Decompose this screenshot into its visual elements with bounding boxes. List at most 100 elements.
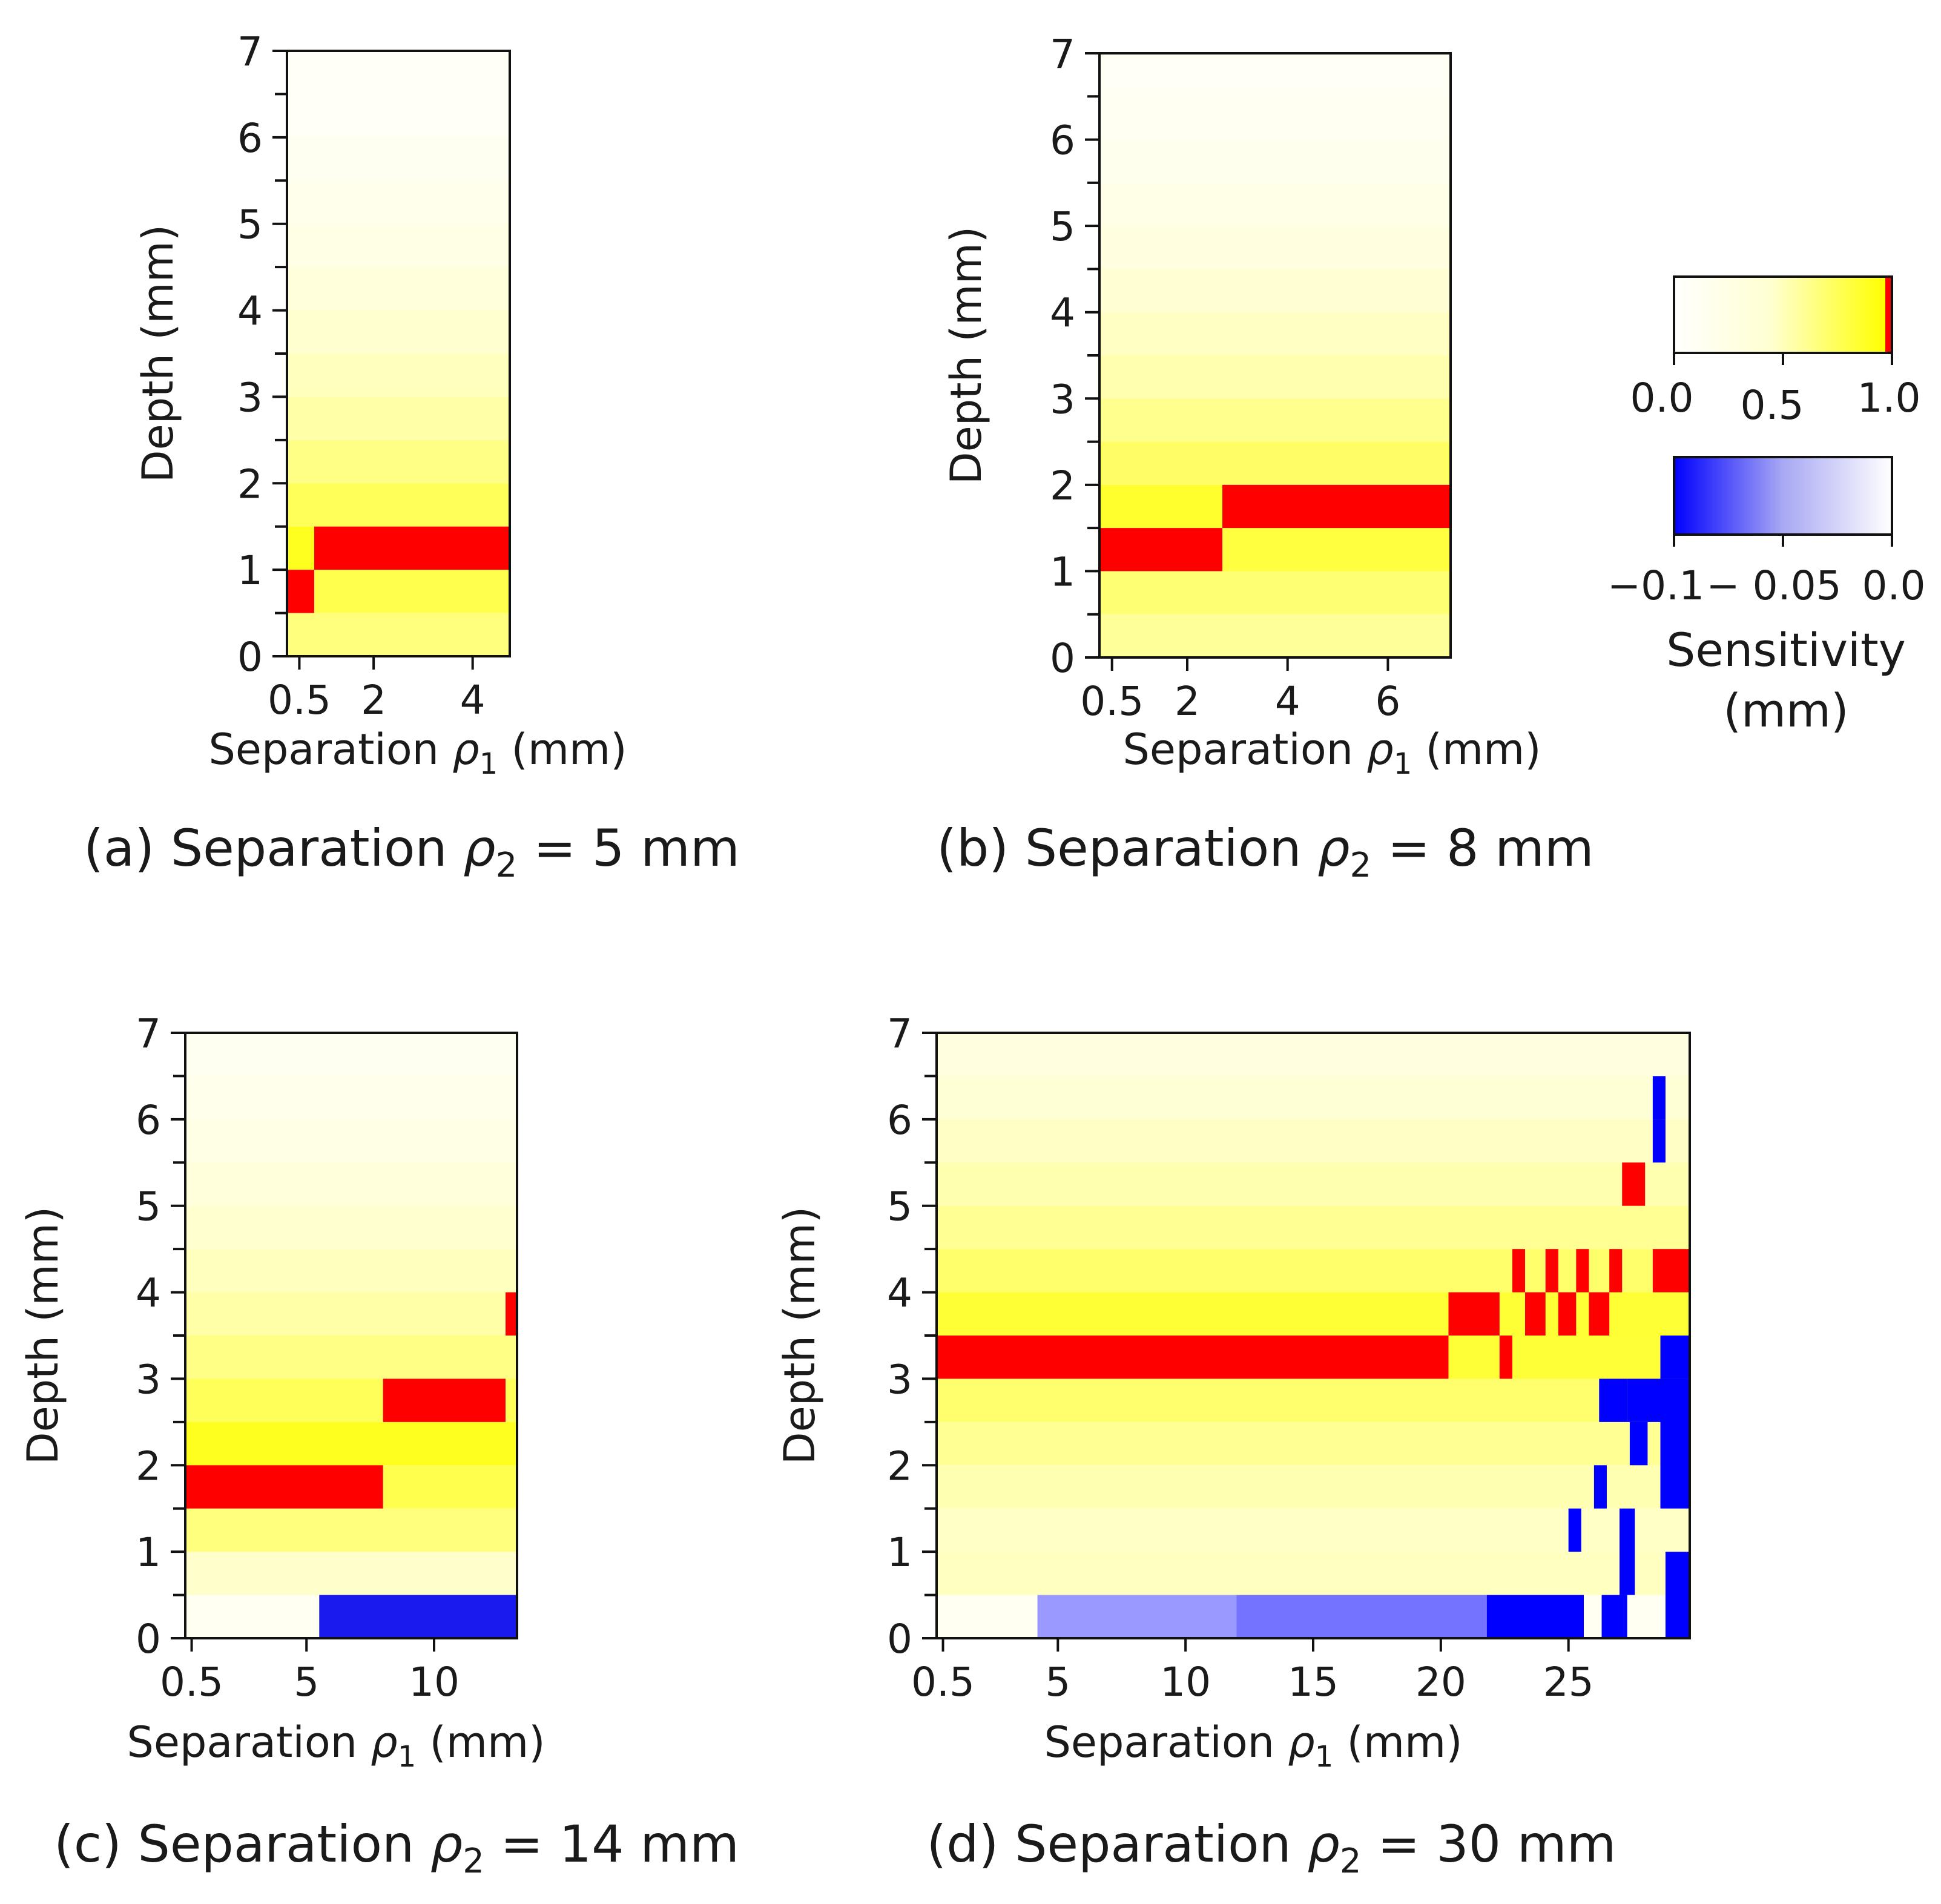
peak-cell [1099,528,1222,572]
y-tick-label: 0 [887,1616,912,1662]
x-tick-label: 10 [1160,1659,1211,1705]
x-tick-label: 10 [409,1659,460,1705]
negative-cell [1627,1379,1690,1422]
peak-cell [1545,1249,1558,1293]
heatmap-row [1099,53,1451,97]
negative-cell [1486,1595,1584,1638]
y-tick-label: 2 [237,461,263,507]
colorbar-title: Sensitivity [1666,623,1906,677]
heatmap-row [1099,355,1451,399]
y-tick-label: 5 [887,1184,912,1230]
heatmap-row [287,94,510,137]
x-tick-label: 20 [1415,1659,1466,1705]
heatmap-row [185,1162,517,1206]
colorbar-negative-tick-label: −0.1 [1607,562,1704,609]
x-tick-label: 2 [361,677,386,723]
panel-c: 0 1 2 3 4 5 6 7 0.5 5 10 Separation ρ1 (mm) Depth (m… [18,1010,739,1881]
heatmap-row [1099,398,1451,442]
heatmap-row [1099,441,1451,485]
y-tick-label: 7 [1050,31,1075,77]
y-tick-label: 2 [136,1443,161,1489]
heatmap-row [1099,139,1451,183]
y-tick-label: 7 [136,1010,161,1057]
y-axis-label: Depth (mm) [18,1207,68,1464]
colorbar-negative [1673,456,1893,536]
negative-cell [319,1595,517,1638]
heatmap-row [185,1033,517,1076]
heatmap-row [1099,96,1451,140]
heatmap-row [287,310,510,354]
heatmap-row [1099,312,1451,355]
negative-cell [1629,1421,1648,1466]
peak-cell [1622,1162,1646,1206]
heatmap-row [287,397,510,440]
y-tick-label: 4 [1050,290,1075,337]
heatmap-row [185,1249,517,1293]
negative-cell [1236,1595,1487,1638]
y-tick-label: 3 [1050,376,1075,423]
y-tick-label: 7 [237,28,263,75]
heatmap-row [937,1379,1690,1422]
heatmap-row [185,1336,517,1379]
peak-cell [383,1379,506,1422]
heatmap-row [185,1421,517,1466]
peak-cell [1525,1292,1546,1336]
peak-cell [1448,1292,1500,1336]
colorbar-positive-tick-label: 1.0 [1857,375,1921,421]
y-tick-label: 2 [887,1443,912,1489]
negative-cell [1601,1595,1627,1638]
y-tick-label: 7 [887,1010,912,1057]
y-tick-label: 6 [136,1097,161,1144]
x-axis-label: Separation ρ1 (mm) [1044,1718,1462,1774]
heatmap-row [1099,614,1451,657]
y-tick-label: 5 [1050,203,1075,250]
heatmap-row [937,1249,1690,1293]
colorbar-positive-tick-label: 0.5 [1741,382,1804,429]
peak-cell [287,570,314,613]
heatmap-row [937,1508,1690,1552]
heatmap-row [287,354,510,397]
peak-cell [1589,1292,1610,1336]
panel-caption: (d) Separation ρ2 = 30 mm [927,1814,1616,1881]
y-tick-label: 2 [1050,463,1075,509]
heatmap-row [937,1292,1690,1336]
heatmap-row [937,1076,1690,1119]
heatmap-row [287,570,510,613]
heatmap-row [185,1508,517,1552]
colorbar-positive [1673,275,1893,354]
x-axis-label: Separation ρ1 (mm) [127,1718,545,1774]
y-tick-label: 3 [237,374,263,421]
x-tick-label: 4 [1275,678,1300,725]
y-axis-label: Depth (mm) [941,226,991,484]
heatmap-row [287,223,510,268]
heatmap-row [287,180,510,224]
x-tick-label: 5 [1045,1659,1070,1705]
heatmap-row [937,1552,1690,1595]
y-tick-label: 0 [1050,635,1075,682]
heatmap-row [1099,182,1451,226]
y-tick-label: 4 [237,288,263,335]
peak-cell [185,1465,383,1509]
peak-cell [937,1336,1449,1379]
negative-cell [1652,1119,1666,1163]
heatmap-row [185,1205,517,1250]
colorbar-legend: 0.0 0.5 1.0 −0.1 − 0.05 0.0 Sensitivity … [1607,275,1925,737]
peak-cell [1576,1249,1589,1293]
negative-cell [1599,1379,1627,1422]
heatmap-row [1099,269,1451,312]
y-tick-label: 3 [136,1356,161,1403]
heatmap-row [185,1076,517,1119]
y-tick-label: 6 [237,115,263,162]
y-tick-label: 5 [237,202,263,248]
peak-cell [1512,1249,1526,1293]
peak-cell [1609,1249,1623,1293]
heatmap-row [287,483,510,527]
x-axis-label: Separation ρ1 (mm) [1122,725,1541,781]
heatmap-row [937,1162,1690,1206]
x-tick-label: 0.5 [268,677,331,723]
y-tick-label: 6 [1050,117,1075,164]
